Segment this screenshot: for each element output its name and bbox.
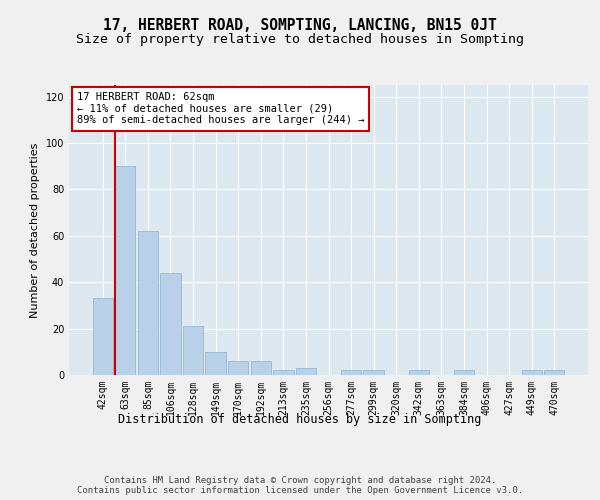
Bar xyxy=(115,166,136,375)
Bar xyxy=(521,370,542,375)
Text: Distribution of detached houses by size in Sompting: Distribution of detached houses by size … xyxy=(118,412,482,426)
Bar xyxy=(138,231,158,375)
Bar xyxy=(92,298,113,375)
Bar xyxy=(544,370,565,375)
Bar xyxy=(409,370,429,375)
Bar xyxy=(183,326,203,375)
Y-axis label: Number of detached properties: Number of detached properties xyxy=(30,142,40,318)
Text: Size of property relative to detached houses in Sompting: Size of property relative to detached ho… xyxy=(76,32,524,46)
Text: 17, HERBERT ROAD, SOMPTING, LANCING, BN15 0JT: 17, HERBERT ROAD, SOMPTING, LANCING, BN1… xyxy=(103,18,497,32)
Bar xyxy=(205,352,226,375)
Bar xyxy=(251,361,271,375)
Bar xyxy=(364,370,384,375)
Bar xyxy=(296,368,316,375)
Bar xyxy=(454,370,474,375)
Bar xyxy=(228,361,248,375)
Bar xyxy=(160,273,181,375)
Text: Contains HM Land Registry data © Crown copyright and database right 2024.
Contai: Contains HM Land Registry data © Crown c… xyxy=(77,476,523,495)
Text: 17 HERBERT ROAD: 62sqm
← 11% of detached houses are smaller (29)
89% of semi-det: 17 HERBERT ROAD: 62sqm ← 11% of detached… xyxy=(77,92,364,126)
Bar xyxy=(273,370,293,375)
Bar xyxy=(341,370,361,375)
